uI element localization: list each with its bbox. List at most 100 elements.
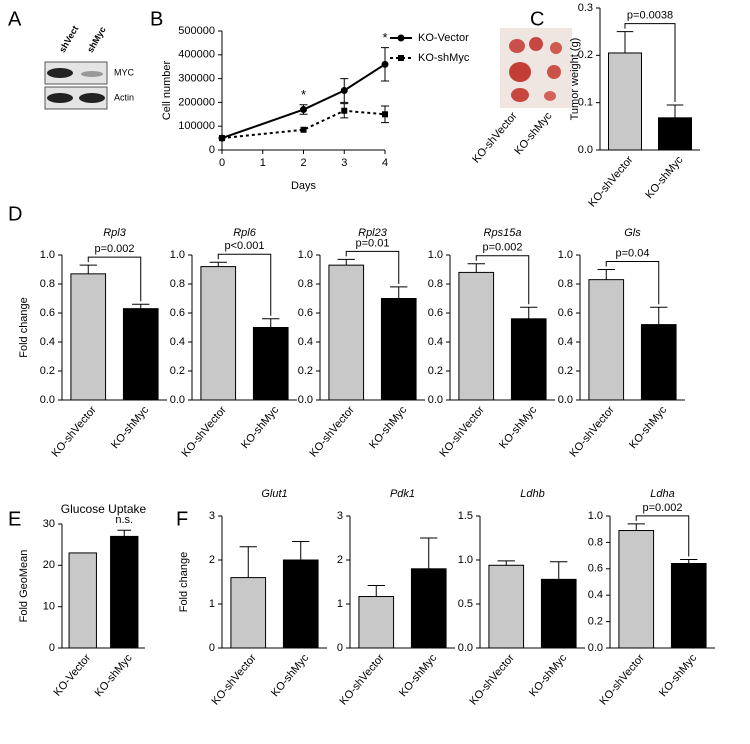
bar — [252, 327, 289, 401]
y-tick-label: 0.4 — [588, 589, 603, 601]
x-tick-label: KO-shVector — [209, 652, 258, 708]
y-tick-label: 0.6 — [428, 307, 443, 319]
y-tick-label: 0.8 — [298, 278, 313, 290]
panel-letter: C — [530, 8, 544, 30]
significance-bracket — [87, 256, 142, 302]
x-tick-label: KO-shVector — [467, 652, 516, 708]
y-tick-label: 0.0 — [558, 394, 573, 406]
significance-label: p=0.002 — [94, 243, 134, 255]
y-tick-label: 1.0 — [40, 249, 55, 261]
blot-band — [47, 68, 73, 78]
x-tick-label: 4 — [382, 157, 388, 169]
bar — [410, 568, 447, 649]
blot-band — [81, 71, 103, 77]
bar — [282, 559, 319, 649]
marker — [381, 60, 389, 68]
significance-bracket — [345, 250, 400, 284]
blot-band — [79, 93, 105, 103]
chart-title: Rpl6 — [233, 227, 257, 239]
western-blot: shVect shMyc MYC Actin — [44, 24, 135, 110]
x-tick-label: KO-shVector — [586, 154, 635, 210]
y-tick-label: 0.0 — [298, 394, 313, 406]
bar — [122, 308, 159, 401]
y-tick-label: 0.0 — [428, 394, 443, 406]
y-tick-label: 0.0 — [40, 394, 55, 406]
blot-band — [47, 93, 73, 103]
y-tick-label: 10 — [43, 601, 55, 613]
x-tick-label: KO-shVector — [179, 404, 228, 460]
y-tick-label: 3 — [337, 510, 343, 522]
x-tick-label: KO-Vector — [51, 652, 93, 699]
x-tick-label: KO-shMyc — [109, 404, 152, 451]
tumor — [511, 88, 529, 102]
marker — [382, 111, 388, 118]
y-tick-label: 1.0 — [588, 510, 603, 522]
y-tick-label: 0.8 — [40, 278, 55, 290]
x-tick-label: KO-shVector — [597, 652, 646, 708]
y-tick-label: 300000 — [178, 73, 215, 85]
y-tick-label: 1.5 — [458, 510, 473, 522]
y-tick-label: 0.8 — [558, 278, 573, 290]
x-tick-label: KO-shVector — [49, 404, 98, 460]
bar — [608, 52, 642, 151]
chart-title: Glut1 — [261, 488, 287, 500]
error-bar — [627, 523, 645, 531]
y-tick-label: 0 — [209, 642, 215, 654]
bar — [358, 596, 395, 649]
chart-title: Pdk1 — [390, 488, 415, 500]
error-bar — [79, 264, 97, 274]
y-tick-label: 1 — [209, 598, 215, 610]
y-tick-label: 400000 — [178, 49, 215, 61]
significance-bracket — [605, 261, 660, 305]
y-tick-label: 1.0 — [298, 249, 313, 261]
error-bar — [292, 541, 310, 560]
bar — [670, 563, 707, 649]
marker — [300, 106, 307, 114]
x-tick-label: KO-shMyc — [239, 404, 282, 451]
error-bar — [390, 286, 408, 299]
y-tick-label: 0.4 — [558, 336, 573, 348]
y-tick-label: 2 — [337, 554, 343, 566]
x-tick-label: KO-shMyc — [497, 404, 540, 451]
series-line — [221, 63, 386, 140]
legend-label: KO-Vector — [418, 32, 469, 44]
y-tick-label: 0 — [337, 642, 343, 654]
bar — [510, 318, 547, 401]
y-axis-label: Fold GeoMean — [18, 550, 30, 623]
y-tick-label: 100000 — [178, 120, 215, 132]
bar — [458, 271, 495, 401]
y-tick-label: 0.2 — [578, 49, 593, 61]
y-tick-label: 30 — [43, 518, 55, 530]
band-label: MYC — [114, 67, 135, 77]
x-tick-label: KO-shMyc — [397, 652, 440, 699]
chart-title: Rpl3 — [103, 227, 127, 239]
significance-label: p=0.01 — [356, 237, 390, 249]
error-bar — [680, 559, 698, 564]
panel-letter: E — [8, 508, 21, 530]
y-tick-label: 0.8 — [588, 536, 603, 548]
y-tick-label: 500000 — [178, 25, 215, 37]
tumor — [550, 42, 562, 54]
significance-label: p<0.001 — [224, 240, 264, 252]
chart-title: Glucose Uptake — [61, 502, 147, 516]
tumor — [544, 91, 556, 101]
lane-label: shVect — [57, 24, 80, 54]
x-tick-label: KO-shMyc — [269, 652, 312, 699]
x-tick-label: 0 — [219, 157, 225, 169]
y-tick-label: 0.4 — [428, 336, 443, 348]
y-tick-label: 2 — [209, 554, 215, 566]
error-bar — [650, 306, 668, 325]
chart-title: Gls — [624, 227, 641, 239]
blot-strip — [44, 61, 108, 85]
y-tick-label: 0.6 — [558, 307, 573, 319]
legend-label: KO-shMyc — [418, 52, 470, 64]
annotation: * — [301, 87, 306, 102]
x-tick-label: 1 — [260, 157, 266, 169]
bar — [110, 535, 139, 649]
y-tick-label: 0.0 — [170, 394, 185, 406]
y-tick-label: 0.0 — [588, 642, 603, 654]
y-tick-label: 1.0 — [458, 554, 473, 566]
y-tick-label: 20 — [43, 559, 55, 571]
